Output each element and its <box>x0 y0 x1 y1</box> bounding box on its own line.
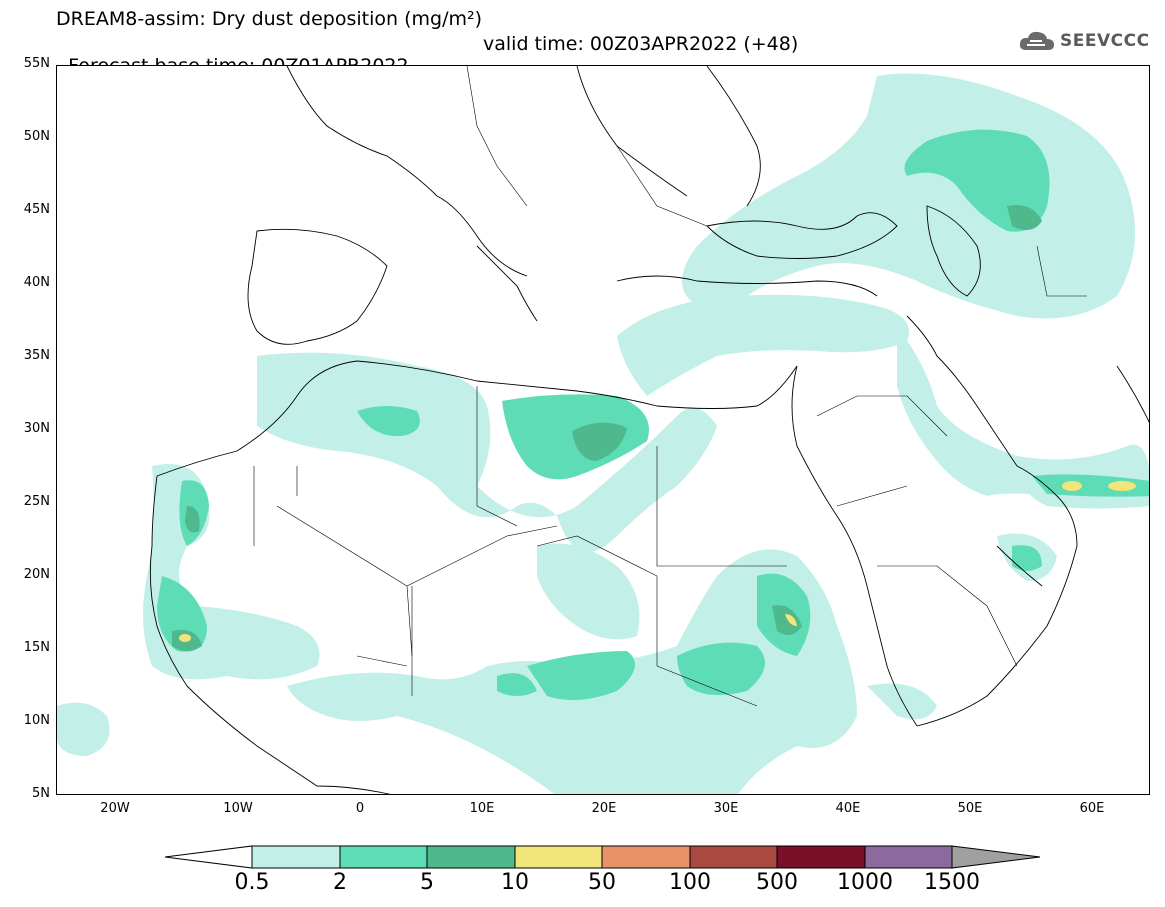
colorbar-swatch-6 <box>689 845 778 869</box>
lon-label-40e: 40E <box>835 801 861 816</box>
valid-time: valid time: 00Z03APR2022 (+48) <box>483 33 799 55</box>
lon-label-0: 0 <box>355 801 365 816</box>
lon-label-50e: 50E <box>957 801 983 816</box>
colorbar-label-0-5: 0.5 <box>234 870 270 895</box>
lon-label-60e: 60E <box>1079 801 1105 816</box>
colorbar-label-50: 50 <box>588 870 616 895</box>
lat-label-15n: 15N <box>23 640 50 655</box>
lat-label-10n: 10N <box>23 713 50 728</box>
lon-label-20w: 20W <box>100 801 130 816</box>
lat-label-5n: 5N <box>32 786 50 801</box>
colorbar-label-2: 2 <box>333 870 347 895</box>
lat-label-55n: 55N <box>23 56 50 71</box>
colorbar-swatch-3 <box>426 845 516 869</box>
country-borders <box>253 66 1087 707</box>
color-legend <box>164 845 1041 869</box>
lat-label-40n: 40N <box>23 275 50 290</box>
colorbar-label-1000: 1000 <box>837 870 893 895</box>
lon-label-20e: 20E <box>591 801 617 816</box>
cloud-icon <box>1019 31 1054 50</box>
lat-label-25n: 25N <box>23 494 50 509</box>
map-canvas <box>57 66 1149 794</box>
deposition-level-2 <box>157 129 1149 700</box>
colorbar-swatch-8 <box>864 845 953 869</box>
colorbar-label-500: 500 <box>756 870 798 895</box>
lat-label-20n: 20N <box>23 567 50 582</box>
lon-label-30e: 30E <box>713 801 739 816</box>
lon-label-10w: 10W <box>223 801 253 816</box>
colorbar-right-arrow <box>951 845 1041 869</box>
colorbar-swatch-1 <box>251 845 341 869</box>
lat-label-45n: 45N <box>23 202 50 217</box>
deposition-level-10 <box>179 481 1136 642</box>
colorbar-left-arrow <box>164 845 253 869</box>
lon-label-10e: 10E <box>469 801 495 816</box>
lat-label-30n: 30N <box>23 421 50 436</box>
lat-label-35n: 35N <box>23 348 50 363</box>
colorbar-swatch-2 <box>339 845 428 869</box>
seevccc-logo: SEEVCCC <box>1018 28 1150 54</box>
colorbar-swatch-4 <box>514 845 603 869</box>
colorbar-label-5: 5 <box>420 870 434 895</box>
colorbar-swatch-5 <box>601 845 691 869</box>
colorbar-label-10: 10 <box>501 870 529 895</box>
coastlines <box>149 66 1149 794</box>
logo-text: SEEVCCC <box>1060 31 1150 51</box>
deposition-level-5 <box>172 205 1042 651</box>
colorbar-label-1500: 1500 <box>924 870 980 895</box>
colorbar-label-100: 100 <box>669 870 711 895</box>
map-title: DREAM8-assim: Dry dust deposition (mg/m²… <box>56 8 483 30</box>
lat-label-50n: 50N <box>23 129 50 144</box>
dust-deposition-map <box>56 65 1150 795</box>
colorbar-swatch-7 <box>776 845 866 869</box>
